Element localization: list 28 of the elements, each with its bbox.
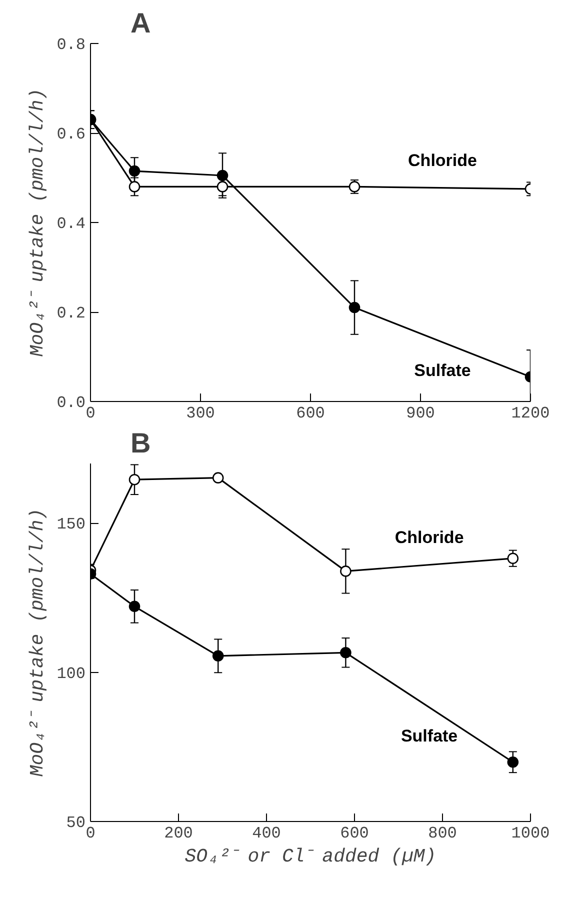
chart-title: A — [130, 8, 151, 38]
x-tick-label: 0 — [86, 404, 96, 422]
y-tick-label: 0.0 — [56, 394, 86, 412]
y-axis-title: MoO₄²⁻ uptake (pmol/l/h) — [26, 88, 49, 357]
x-tick-label: 1000 — [511, 824, 550, 842]
y-tick-label: 0.4 — [56, 215, 86, 233]
series-label: Sulfate — [414, 361, 471, 380]
y-tick-label: 0.6 — [56, 126, 86, 144]
y-tick-label: 150 — [56, 516, 86, 534]
x-tick-label: 200 — [164, 824, 193, 842]
y-tick-label: 50 — [66, 814, 86, 832]
x-tick-label: 800 — [428, 824, 457, 842]
x-tick-label: 300 — [186, 404, 215, 422]
y-axis-title: MoO₄²⁻ uptake (pmol/l/h) — [26, 508, 49, 777]
x-tick-label: 1200 — [511, 404, 550, 422]
x-tick-label: 900 — [406, 404, 435, 422]
chart-title: B — [130, 428, 151, 458]
x-tick-label: 400 — [252, 824, 281, 842]
series-label: Sulfate — [400, 726, 458, 746]
x-axis-title: SO₄²⁻ or Cl⁻ added (µM) — [184, 846, 436, 868]
x-tick-label: 0 — [86, 824, 96, 842]
y-tick-label: 0.8 — [56, 36, 86, 54]
y-tick-label: 0.2 — [56, 304, 86, 322]
series-label: Chloride — [394, 528, 464, 547]
series-label: Chloride — [408, 150, 477, 170]
x-tick-label: 600 — [296, 404, 325, 422]
x-tick-label: 600 — [340, 824, 369, 842]
y-tick-label: 100 — [56, 664, 86, 683]
